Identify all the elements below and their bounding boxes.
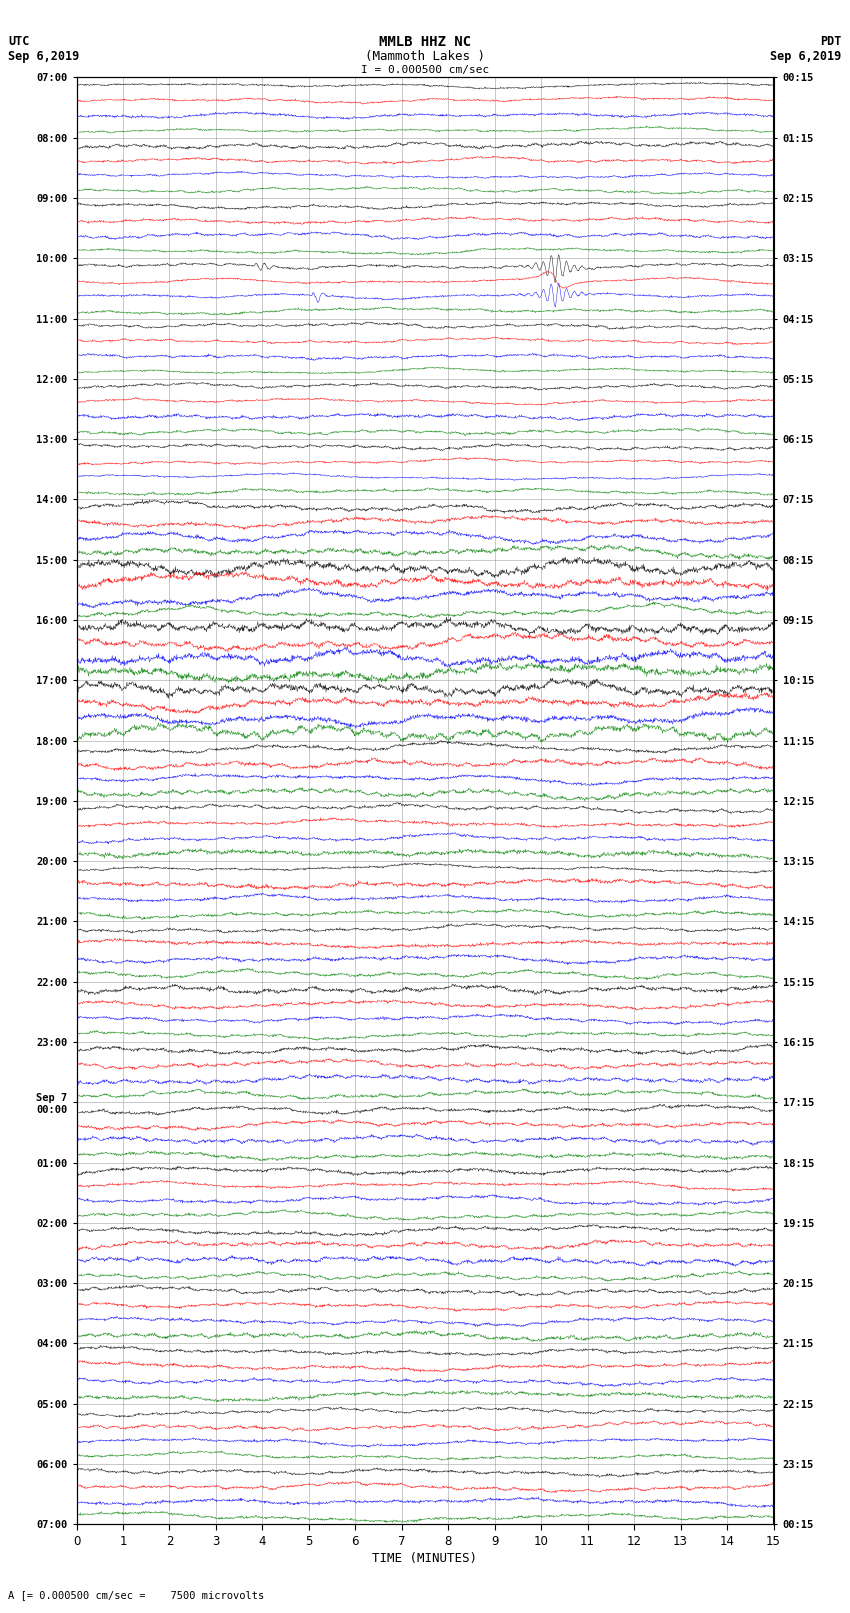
Text: I = 0.000500 cm/sec: I = 0.000500 cm/sec [361, 65, 489, 74]
Text: (Mammoth Lakes ): (Mammoth Lakes ) [365, 50, 485, 63]
Text: Sep 6,2019: Sep 6,2019 [770, 50, 842, 63]
X-axis label: TIME (MINUTES): TIME (MINUTES) [372, 1552, 478, 1565]
Text: A [= 0.000500 cm/sec =    7500 microvolts: A [= 0.000500 cm/sec = 7500 microvolts [8, 1590, 264, 1600]
Text: UTC: UTC [8, 35, 30, 48]
Text: MMLB HHZ NC: MMLB HHZ NC [379, 35, 471, 50]
Text: PDT: PDT [820, 35, 842, 48]
Text: Sep 6,2019: Sep 6,2019 [8, 50, 80, 63]
